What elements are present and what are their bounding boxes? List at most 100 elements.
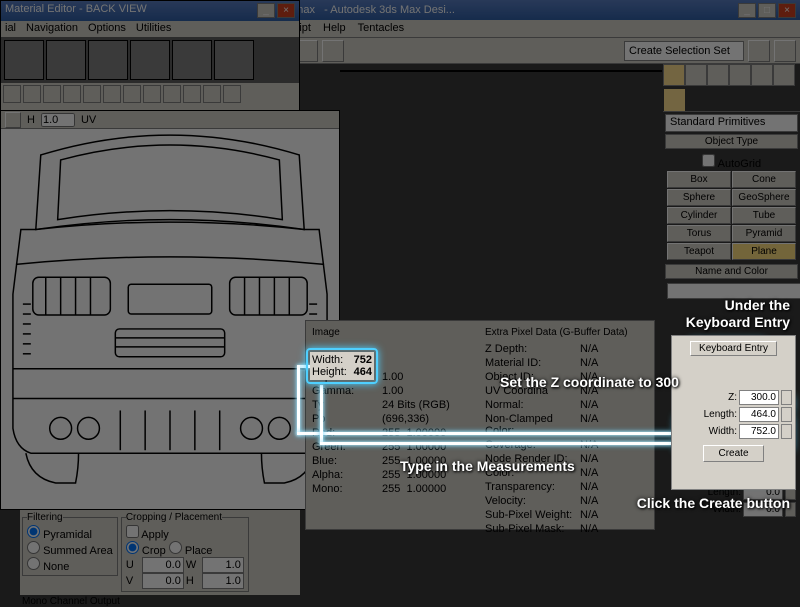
h-input[interactable] (41, 113, 75, 127)
mono-channel-label: Mono Channel Output (22, 596, 298, 607)
keyboard-entry-header[interactable]: Keyboard Entry (690, 341, 777, 356)
material-slot[interactable] (214, 40, 254, 80)
mat-tool-icon[interactable] (83, 85, 101, 103)
pyramidal-radio[interactable] (27, 525, 40, 538)
perspective-viewport[interactable] (340, 70, 662, 72)
helpers-icon[interactable] (755, 89, 776, 111)
w-input[interactable] (202, 557, 244, 573)
object-type-rollout[interactable]: Object Type (665, 134, 798, 149)
modify-tab[interactable] (685, 64, 707, 86)
width-label: Width: (312, 354, 343, 366)
summed-radio[interactable] (27, 541, 40, 554)
lights-icon[interactable] (710, 89, 731, 111)
mat-tool-icon[interactable] (3, 85, 21, 103)
hierarchy-tab[interactable] (707, 64, 729, 86)
info-value: 24 Bits (RGB) (382, 399, 450, 411)
minimize-button[interactable]: _ (738, 3, 756, 18)
material-slot[interactable] (4, 40, 44, 80)
maximize-button[interactable]: □ (758, 3, 776, 18)
menu-item[interactable]: Utilities (136, 22, 171, 36)
geometry-icon[interactable] (664, 89, 685, 111)
menu-item[interactable]: Tentacles (358, 22, 404, 35)
none-radio[interactable] (27, 557, 40, 570)
mat-tool-icon[interactable] (183, 85, 201, 103)
spacewarps-icon[interactable] (778, 89, 799, 111)
shapes-icon[interactable] (687, 89, 708, 111)
v-input[interactable] (142, 573, 184, 589)
tool-btn[interactable] (748, 40, 770, 62)
mat-tool-icon[interactable] (223, 85, 241, 103)
cone-button[interactable]: Cone (732, 171, 796, 188)
menu-item[interactable]: Navigation (26, 22, 78, 36)
material-slot[interactable] (172, 40, 212, 80)
crop-radio[interactable] (126, 541, 139, 554)
close-icon[interactable]: × (277, 3, 295, 18)
apply-label: Apply (141, 529, 169, 541)
place-radio[interactable] (169, 541, 182, 554)
material-editor-titlebar: Material Editor - BACK VIEW _× (1, 1, 299, 21)
blueprint-viewer: H UV (0, 110, 340, 510)
primitive-type-dropdown[interactable]: Standard Primitives (665, 114, 798, 132)
create-tab[interactable] (663, 64, 685, 86)
width-height-readout: Width:752 Height:464 (310, 352, 374, 380)
mat-tool-icon[interactable] (123, 85, 141, 103)
info-label: Coverage: (485, 439, 580, 451)
mat-tool-icon[interactable] (163, 85, 181, 103)
mat-tool-icon[interactable] (203, 85, 221, 103)
sphere-button[interactable]: Sphere (667, 189, 731, 206)
spinner[interactable] (781, 390, 792, 405)
tool-btn[interactable] (774, 40, 796, 62)
menu-item[interactable]: ial (5, 22, 16, 36)
material-slot[interactable] (130, 40, 170, 80)
torus-button[interactable]: Torus (667, 225, 731, 242)
tube-button[interactable]: Tube (732, 207, 796, 224)
pyramid-button[interactable]: Pyramid (732, 225, 796, 242)
cameras-icon[interactable] (732, 89, 753, 111)
cylinder-button[interactable]: Cylinder (667, 207, 731, 224)
z-input[interactable] (739, 390, 779, 405)
spinner[interactable] (781, 424, 792, 439)
bitmap-options-panel: Filtering Pyramidal Summed Area None Cro… (20, 510, 300, 595)
selection-set-dropdown[interactable]: Create Selection Set (624, 41, 744, 61)
create-button[interactable]: Create (703, 445, 763, 462)
z-label: Z: (728, 392, 737, 403)
spinner[interactable] (781, 407, 792, 422)
info-value: N/A (580, 439, 598, 451)
callout-type-meas: Type in the Measurements (400, 458, 575, 474)
mat-tool-icon[interactable] (103, 85, 121, 103)
autogrid-checkbox[interactable] (702, 154, 715, 167)
geosphere-button[interactable]: GeoSphere (732, 189, 796, 206)
minimize-icon[interactable]: _ (257, 3, 275, 18)
utilities-tab[interactable] (773, 64, 795, 86)
h-input[interactable] (202, 573, 244, 589)
callout-click-create: Click the Create button (637, 495, 790, 511)
u-input[interactable] (142, 557, 184, 573)
tool-btn[interactable] (322, 40, 344, 62)
info-label: Z Depth: (485, 343, 580, 355)
height-label: Height: (312, 366, 347, 378)
length-input[interactable] (739, 407, 779, 422)
apply-checkbox[interactable] (126, 525, 139, 538)
box-button[interactable]: Box (667, 171, 731, 188)
material-slot[interactable] (46, 40, 86, 80)
name-color-rollout[interactable]: Name and Color (665, 264, 798, 279)
motion-tab[interactable] (729, 64, 751, 86)
material-editor-menu: ial Navigation Options Utilities (1, 21, 299, 37)
plane-button[interactable]: Plane (732, 243, 796, 260)
display-tab[interactable] (751, 64, 773, 86)
menu-item[interactable]: Help (323, 22, 346, 35)
menu-item[interactable]: Options (88, 22, 126, 36)
mat-tool-icon[interactable] (63, 85, 81, 103)
connector-line (297, 365, 300, 435)
pyramidal-label: Pyramidal (43, 529, 92, 541)
connector-line (320, 442, 672, 445)
teapot-button[interactable]: Teapot (667, 243, 731, 260)
bp-tool-icon[interactable] (5, 112, 21, 128)
material-slots (1, 37, 299, 83)
width-input[interactable] (739, 424, 779, 439)
close-button[interactable]: × (778, 3, 796, 18)
material-slot[interactable] (88, 40, 128, 80)
mat-tool-icon[interactable] (43, 85, 61, 103)
mat-tool-icon[interactable] (23, 85, 41, 103)
mat-tool-icon[interactable] (143, 85, 161, 103)
